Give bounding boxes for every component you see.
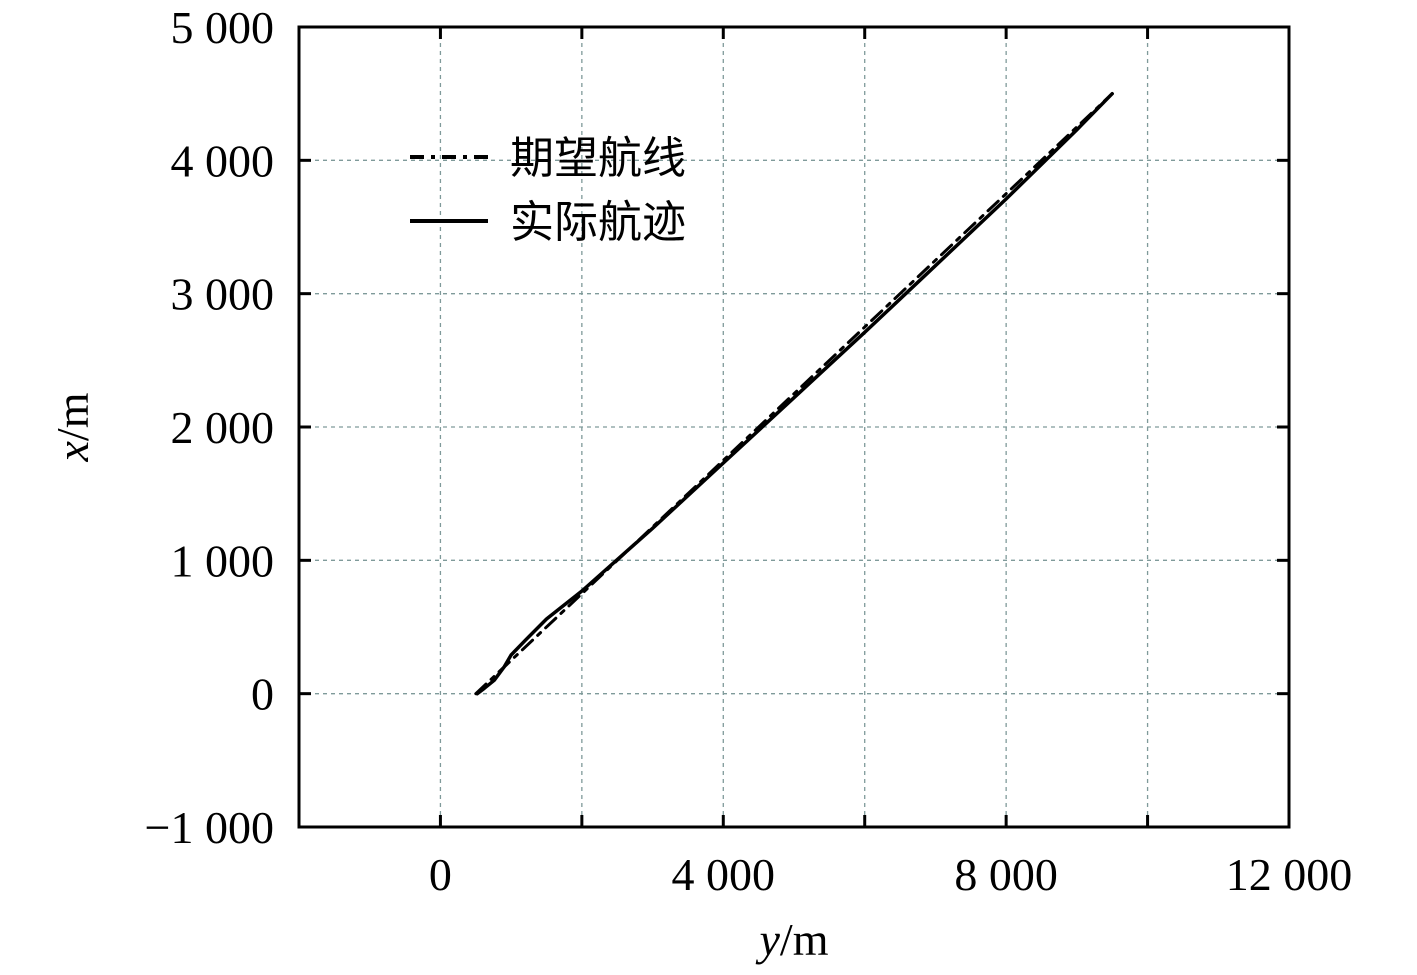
grid-lines <box>299 27 1289 827</box>
x-tick-label: 12 000 <box>1226 849 1353 900</box>
y-axis-label: x/m <box>47 392 98 462</box>
y-tick-label: 5 000 <box>171 2 275 53</box>
x-tick-label: 4 000 <box>672 849 776 900</box>
actual-track-line <box>475 91 1114 696</box>
x-axis-label-var: y <box>756 914 781 965</box>
y-tick-label: 3 000 <box>171 269 275 320</box>
series-lines <box>474 91 1114 696</box>
planned-route-line <box>474 92 1114 696</box>
x-tick-label: 0 <box>429 849 452 900</box>
x-axis-label-unit: /m <box>780 914 829 965</box>
x-tick-label: 8 000 <box>954 849 1058 900</box>
x-axis-label: y/m <box>756 914 829 965</box>
y-axis-label-var: x <box>47 440 98 462</box>
legend-label-actual: 实际航迹 <box>510 197 686 248</box>
y-tick-label: 0 <box>251 669 274 720</box>
y-tick-label: 2 000 <box>171 402 275 453</box>
y-tick-label: 4 000 <box>171 135 275 186</box>
y-tick-label: 1 000 <box>171 535 275 586</box>
legend: 期望航线 实际航迹 <box>410 133 686 248</box>
y-tick-label: −1 000 <box>145 802 274 853</box>
y-axis-label-unit: /m <box>47 392 98 441</box>
legend-label-planned: 期望航线 <box>510 133 686 184</box>
axis-ticks <box>297 25 1291 829</box>
tick-labels: 0 4 000 8 000 12 000 −1 000 0 1 000 2 000 3 000 4… <box>145 2 1353 900</box>
